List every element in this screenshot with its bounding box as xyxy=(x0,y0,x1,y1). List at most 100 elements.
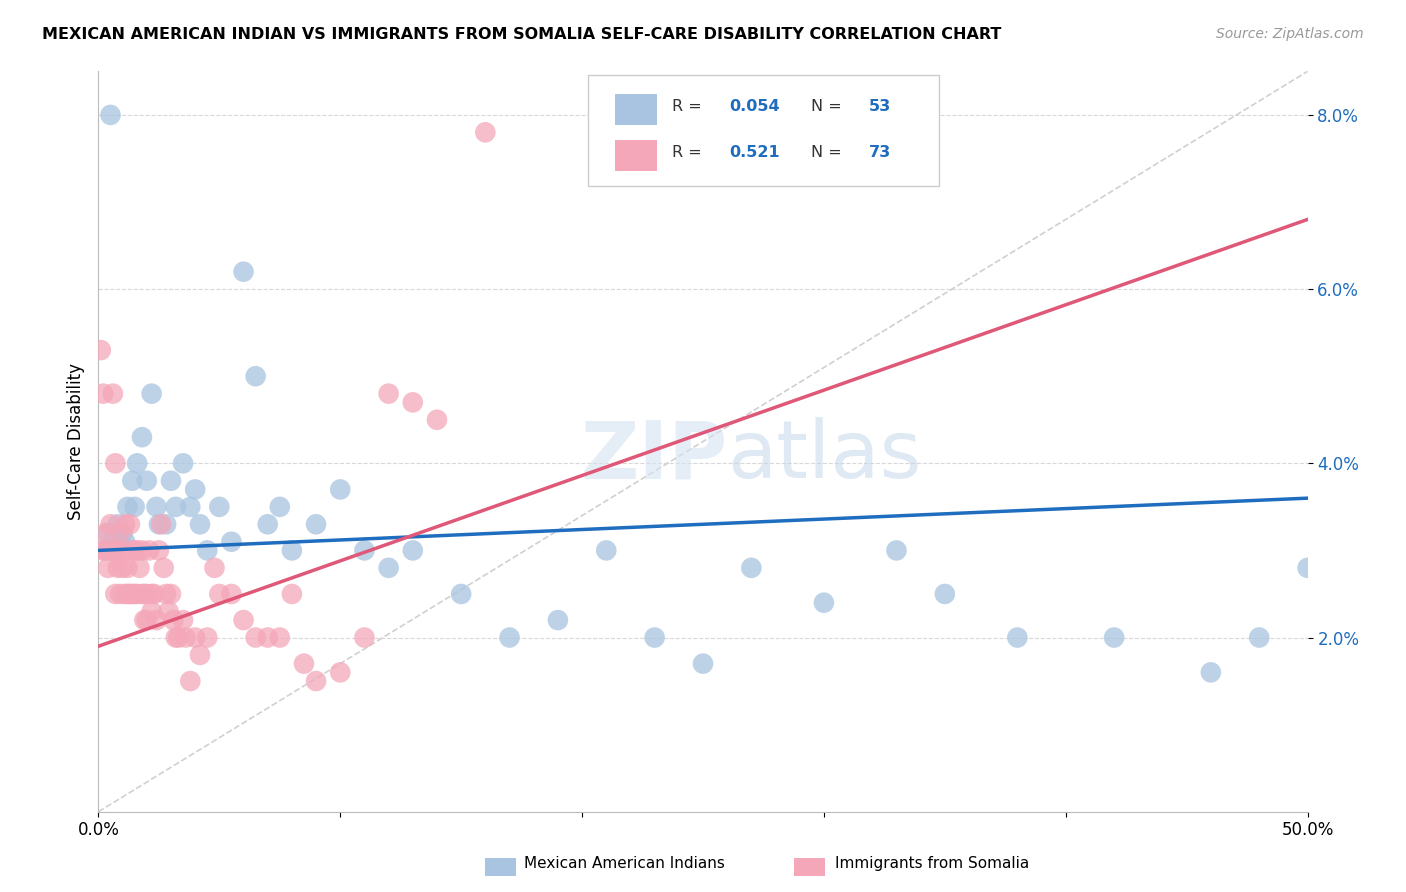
Point xyxy=(426,413,449,427)
Text: 53: 53 xyxy=(869,99,891,114)
Point xyxy=(127,456,149,470)
Point xyxy=(127,543,149,558)
Point xyxy=(172,613,194,627)
Point xyxy=(329,665,352,680)
Point xyxy=(292,657,315,671)
Point xyxy=(134,587,156,601)
Point xyxy=(91,543,114,558)
Point xyxy=(97,561,120,575)
Point xyxy=(100,108,122,122)
Point xyxy=(179,500,201,514)
Point xyxy=(305,674,328,689)
Point xyxy=(813,596,835,610)
Point xyxy=(94,543,117,558)
Text: MEXICAN AMERICAN INDIAN VS IMMIGRANTS FROM SOMALIA SELF-CARE DISABILITY CORRELAT: MEXICAN AMERICAN INDIAN VS IMMIGRANTS FR… xyxy=(42,27,1001,42)
Point xyxy=(124,587,146,601)
Point xyxy=(135,587,157,601)
Point xyxy=(131,430,153,444)
Point xyxy=(221,534,243,549)
Point xyxy=(188,517,211,532)
Point xyxy=(90,343,112,357)
Point xyxy=(245,369,267,384)
Text: ZIP: ZIP xyxy=(579,417,727,495)
Point xyxy=(474,125,496,139)
Point xyxy=(402,543,425,558)
Point xyxy=(121,587,143,601)
Point xyxy=(377,386,399,401)
Point xyxy=(160,587,183,601)
Point xyxy=(117,500,139,514)
Point xyxy=(101,386,124,401)
Point xyxy=(353,631,375,645)
Point xyxy=(1007,631,1029,645)
Point xyxy=(269,500,291,514)
Text: atlas: atlas xyxy=(727,417,921,495)
Point xyxy=(131,543,153,558)
Point xyxy=(208,587,231,601)
Point xyxy=(184,631,207,645)
Point xyxy=(281,587,304,601)
Point xyxy=(934,587,956,601)
Point xyxy=(135,474,157,488)
Point xyxy=(148,517,170,532)
Point xyxy=(108,587,131,601)
Text: N =: N = xyxy=(811,99,846,114)
Point xyxy=(245,631,267,645)
Text: N =: N = xyxy=(811,145,846,161)
Point xyxy=(174,631,197,645)
Point xyxy=(141,386,163,401)
Point xyxy=(117,587,139,601)
Point xyxy=(167,631,190,645)
Point xyxy=(101,534,124,549)
Point xyxy=(107,543,129,558)
Point xyxy=(143,587,166,601)
Point xyxy=(118,587,141,601)
Point xyxy=(204,561,226,575)
Point xyxy=(118,517,141,532)
Point xyxy=(402,395,425,409)
Point xyxy=(644,631,666,645)
Point xyxy=(104,456,127,470)
Point xyxy=(117,561,139,575)
Point xyxy=(107,517,129,532)
Point xyxy=(114,534,136,549)
Point xyxy=(256,631,278,645)
Point xyxy=(305,517,328,532)
FancyBboxPatch shape xyxy=(614,140,657,171)
Point xyxy=(150,517,173,532)
Point xyxy=(208,500,231,514)
Point xyxy=(740,561,762,575)
Point xyxy=(232,613,254,627)
Point xyxy=(281,543,304,558)
Point xyxy=(329,483,352,497)
Point xyxy=(232,265,254,279)
Point xyxy=(108,526,131,541)
Point xyxy=(377,561,399,575)
Point xyxy=(195,631,218,645)
Text: Immigrants from Somalia: Immigrants from Somalia xyxy=(835,856,1029,871)
Point xyxy=(124,500,146,514)
Point xyxy=(450,587,472,601)
Text: R =: R = xyxy=(672,145,706,161)
Point xyxy=(152,561,174,575)
Point xyxy=(128,561,150,575)
Text: Mexican American Indians: Mexican American Indians xyxy=(524,856,725,871)
Point xyxy=(145,613,167,627)
Point xyxy=(91,386,114,401)
Point xyxy=(104,587,127,601)
Text: 0.054: 0.054 xyxy=(730,99,780,114)
Point xyxy=(157,604,180,618)
Point xyxy=(135,613,157,627)
Point xyxy=(547,613,569,627)
FancyBboxPatch shape xyxy=(588,75,939,186)
Point xyxy=(595,543,617,558)
Point xyxy=(111,543,134,558)
Point xyxy=(101,543,124,558)
Point xyxy=(124,543,146,558)
Point xyxy=(353,543,375,558)
Point xyxy=(100,517,122,532)
Point xyxy=(184,483,207,497)
Point xyxy=(100,543,122,558)
Point xyxy=(148,543,170,558)
Point xyxy=(195,543,218,558)
